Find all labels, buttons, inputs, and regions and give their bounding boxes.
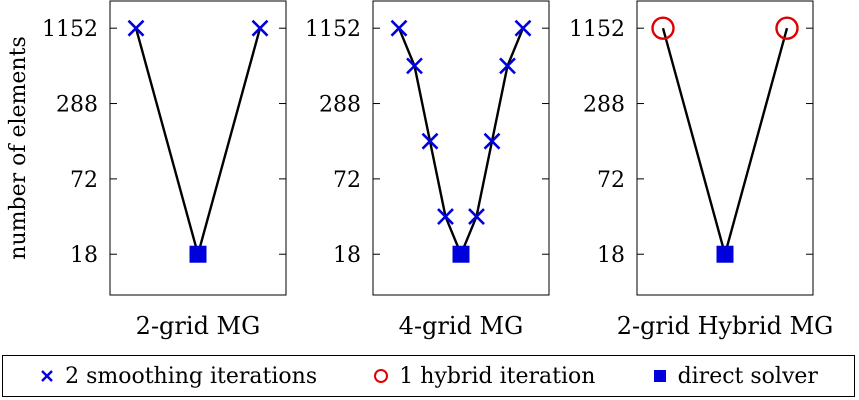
panel-3-circle-point <box>651 16 675 40</box>
cross-stroke <box>127 19 145 37</box>
panel-3-ytick-label: 1152 <box>569 17 625 42</box>
cross-stroke <box>437 208 454 225</box>
panel-3-ytick-label: 72 <box>597 168 625 193</box>
panel-2-xlabel: 4-grid MG <box>399 312 524 340</box>
y-axis-label: number of elements <box>6 36 31 259</box>
figure: number of elements 18 72 288 1152 2-grid MG 1… <box>6 0 834 340</box>
panel-3-square-point <box>716 245 734 263</box>
cross-stroke <box>251 19 269 37</box>
panel-1-cross-point <box>127 19 145 37</box>
panel-3-xlabel: 2-grid Hybrid MG <box>617 312 834 340</box>
panel-3-frame <box>636 0 814 296</box>
panel-1-ytick-label: 72 <box>70 168 98 193</box>
cross-marker-icon <box>39 368 55 384</box>
legend-label-circle: 1 hybrid iteration <box>399 363 596 389</box>
panel-2-ytick-label: 18 <box>333 243 361 268</box>
panel-2-cross-point <box>499 57 516 75</box>
panel-2-ytick-label: 72 <box>333 168 361 193</box>
legend: 2 smoothing iterations 1 hybrid iteratio… <box>2 355 855 397</box>
panel-1-ytick-label: 288 <box>56 93 98 118</box>
cross-stroke <box>390 19 408 37</box>
panel-1-square-point <box>189 245 207 263</box>
panel-2-cross-point <box>421 132 439 150</box>
panel-2-ytick-label: 288 <box>319 93 361 118</box>
legend-item-circle: 1 hybrid iteration <box>373 364 595 389</box>
legend-label-square: direct solver <box>677 363 818 389</box>
panel-2-ytick-label: 1152 <box>305 17 361 42</box>
panel-2-square-point <box>452 245 470 263</box>
panel-1-ytick-label: 18 <box>70 243 98 268</box>
cross-stroke <box>499 57 516 75</box>
panel-1-series-line <box>134 27 262 259</box>
cross-stroke <box>483 132 501 150</box>
panel-2-cross-point <box>514 19 532 37</box>
panel-2-cross-point <box>437 208 454 225</box>
panel-2-cross-point <box>483 132 501 150</box>
panel-3-ytick-label: 288 <box>583 93 625 118</box>
legend-item-cross: 2 smoothing iterations <box>39 364 317 389</box>
panel-1-xlabel: 2-grid MG <box>136 312 261 340</box>
panel-2-cross-point <box>406 57 423 75</box>
panel-3-circle-point <box>775 16 799 40</box>
panel-1-cross-point <box>251 19 269 37</box>
legend-label-cross: 2 smoothing iterations <box>65 363 318 389</box>
panel-2-cross-point <box>468 208 485 225</box>
panel-1-frame <box>109 0 287 296</box>
cross-stroke <box>468 208 485 225</box>
panel-2-cross-point <box>390 19 408 37</box>
panel-2-frame <box>372 0 550 296</box>
cross-stroke <box>406 57 423 75</box>
legend-item-square: direct solver <box>652 364 818 389</box>
panel-3-series-line <box>661 27 789 259</box>
cross-stroke <box>514 19 532 37</box>
square-marker-icon <box>652 368 668 384</box>
cross-stroke <box>421 132 439 150</box>
panel-1-ytick-label: 1152 <box>42 17 98 42</box>
panel-3-ytick-label: 18 <box>597 243 625 268</box>
circle-marker-icon <box>373 368 389 384</box>
